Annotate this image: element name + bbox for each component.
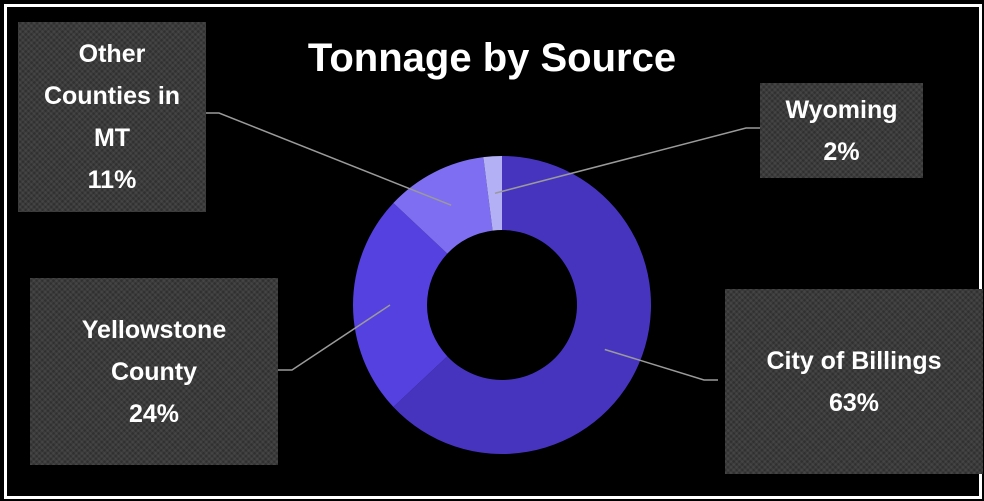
slice-yellowstone-county [353,203,448,407]
data-label-percent: 63% [828,388,880,417]
data-label-percent: 2% [823,137,860,166]
data-label-line: Other [78,40,146,68]
data-label-line: MT [93,124,131,152]
data-label-line: Yellowstone [81,315,227,344]
slice-city-of-billings [393,156,651,455]
data-label-percent: 24% [128,399,180,428]
leader-line-wyoming [494,127,760,194]
leader-line-city-of-billings [604,348,718,381]
data-label-wyoming: Wyoming 2% [760,83,923,178]
data-label-other-counties: Other Counties in MT 11% [18,22,206,212]
data-label-line: City of Billings [766,346,942,375]
leader-line-other-counties-in-mt [205,112,452,206]
data-label-line: Wyoming [785,95,898,124]
leader-line-yellowstone-county [278,304,391,371]
data-label-yellowstone-county: Yellowstone County 24% [30,278,278,465]
data-label-line: County [110,357,198,386]
slice-wyoming [483,156,502,231]
chart-title: Tonnage by Source [307,36,677,80]
data-label-line: Counties in [43,82,181,110]
data-label-percent: 11% [87,166,137,194]
slice-other-counties-in-mt [393,157,493,254]
data-label-city-of-billings: City of Billings 63% [725,289,983,474]
